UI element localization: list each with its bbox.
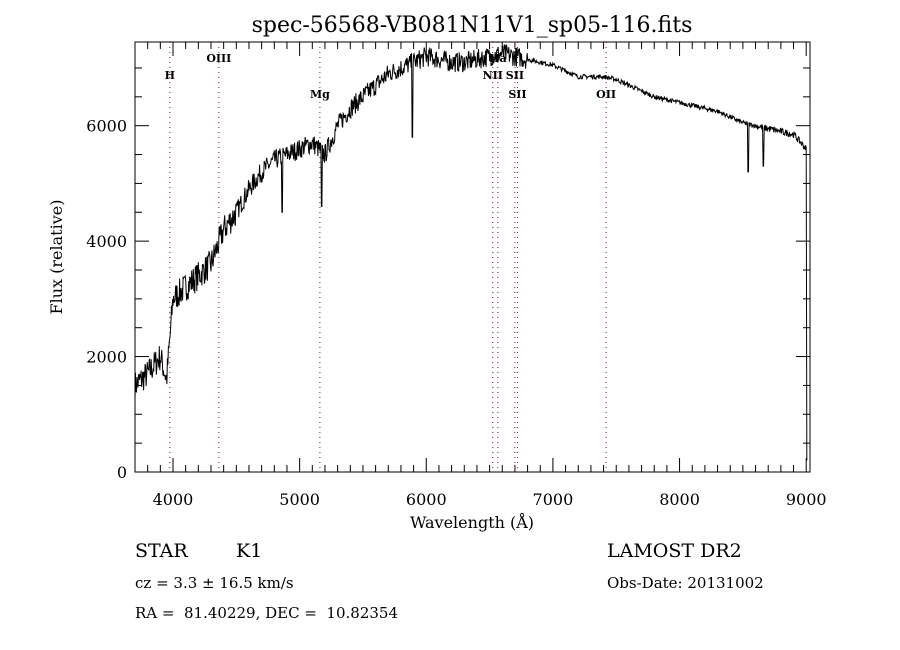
redshift-text: cz = 3.3 ± 16.5 km/s (135, 574, 294, 592)
x-tick-label: 4000 (153, 490, 194, 509)
line-marker-label: H (165, 69, 175, 82)
coordinates-text: RA = 81.40229, DEC = 10.82354 (135, 604, 399, 622)
y-tick-label: 2000 (86, 348, 127, 367)
line-marker-label: SII (508, 88, 526, 101)
plot-frame (134, 41, 811, 473)
line-marker-label: SII (506, 69, 524, 82)
survey-name: LAMOST DR2 (607, 540, 742, 562)
y-tick-label: 0 (117, 463, 127, 482)
object-class: STAR (135, 540, 188, 562)
obs-date: Obs-Date: 20131002 (607, 574, 764, 592)
line-marker-label: NII (483, 69, 503, 82)
y-tick-label: 6000 (86, 117, 127, 136)
y-tick-label: 4000 (86, 232, 127, 251)
y-axis-label: Flux (relative) (47, 200, 66, 315)
spectrum-line (134, 43, 808, 461)
line-marker-label: OIII (206, 52, 231, 65)
x-tick-label: 5000 (279, 490, 320, 509)
chart-title: spec-56568-VB081N11V1_sp05-116.fits (252, 13, 693, 38)
x-tick-label: 8000 (659, 490, 700, 509)
x-tick-label: 7000 (533, 490, 574, 509)
x-tick-label: 6000 (406, 490, 447, 509)
line-marker-label: OII (596, 88, 616, 101)
x-tick-label: 9000 (786, 490, 827, 509)
line-marker-label: Mg (310, 88, 330, 101)
x-axis-label: Wavelength (Å) (410, 512, 534, 532)
object-subclass: K1 (236, 540, 263, 562)
